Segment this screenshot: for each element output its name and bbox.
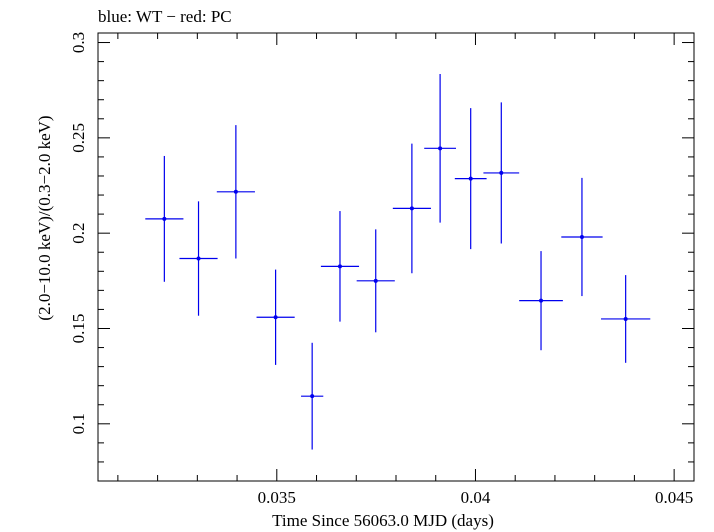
data-point <box>216 125 255 259</box>
data-marker <box>539 298 544 303</box>
data-point <box>179 201 218 316</box>
data-point <box>356 229 395 333</box>
data-point <box>483 102 520 244</box>
x-tick-label: 0.04 <box>461 488 491 507</box>
data-point <box>561 177 603 297</box>
data-point <box>256 269 295 365</box>
y-tick-label: 0.2 <box>69 223 88 244</box>
y-tick-label: 0.15 <box>69 314 88 344</box>
data-point <box>145 155 184 282</box>
x-axis-label: Time Since 56063.0 MJD (days) <box>272 511 494 530</box>
data-marker <box>196 256 201 261</box>
data-marker <box>273 315 278 320</box>
data-point <box>320 211 360 322</box>
data-marker <box>337 264 342 269</box>
data-point <box>301 342 324 450</box>
y-tick-label: 0.1 <box>69 413 88 434</box>
data-marker <box>310 394 315 399</box>
data-marker <box>468 176 473 181</box>
data-marker <box>233 189 238 194</box>
data-marker <box>162 216 167 221</box>
data-series-wt <box>145 73 651 450</box>
data-point <box>392 143 431 274</box>
axis-tick-labels: 0.035 0.04 0.045 0.1 0.15 0.2 0.25 0.3 <box>69 32 693 507</box>
data-point <box>519 251 563 351</box>
y-axis-label: (2.0−10.0 keV)/(0.3−2.0 keV) <box>35 115 54 320</box>
data-marker <box>623 316 628 321</box>
data-point <box>601 275 651 363</box>
data-point <box>454 108 487 250</box>
data-marker <box>438 146 443 151</box>
y-tick-label: 0.25 <box>69 123 88 153</box>
plot-frame <box>97 32 695 482</box>
data-marker <box>409 206 414 211</box>
chart-title: blue: WT − red: PC <box>98 7 232 26</box>
data-marker <box>499 170 504 175</box>
x-tick-label: 0.035 <box>258 488 296 507</box>
y-tick-label: 0.3 <box>69 32 88 53</box>
data-marker <box>579 234 584 239</box>
axis-ticks <box>98 33 694 482</box>
data-marker <box>373 278 378 283</box>
data-point <box>424 73 456 223</box>
x-tick-label: 0.045 <box>655 488 693 507</box>
